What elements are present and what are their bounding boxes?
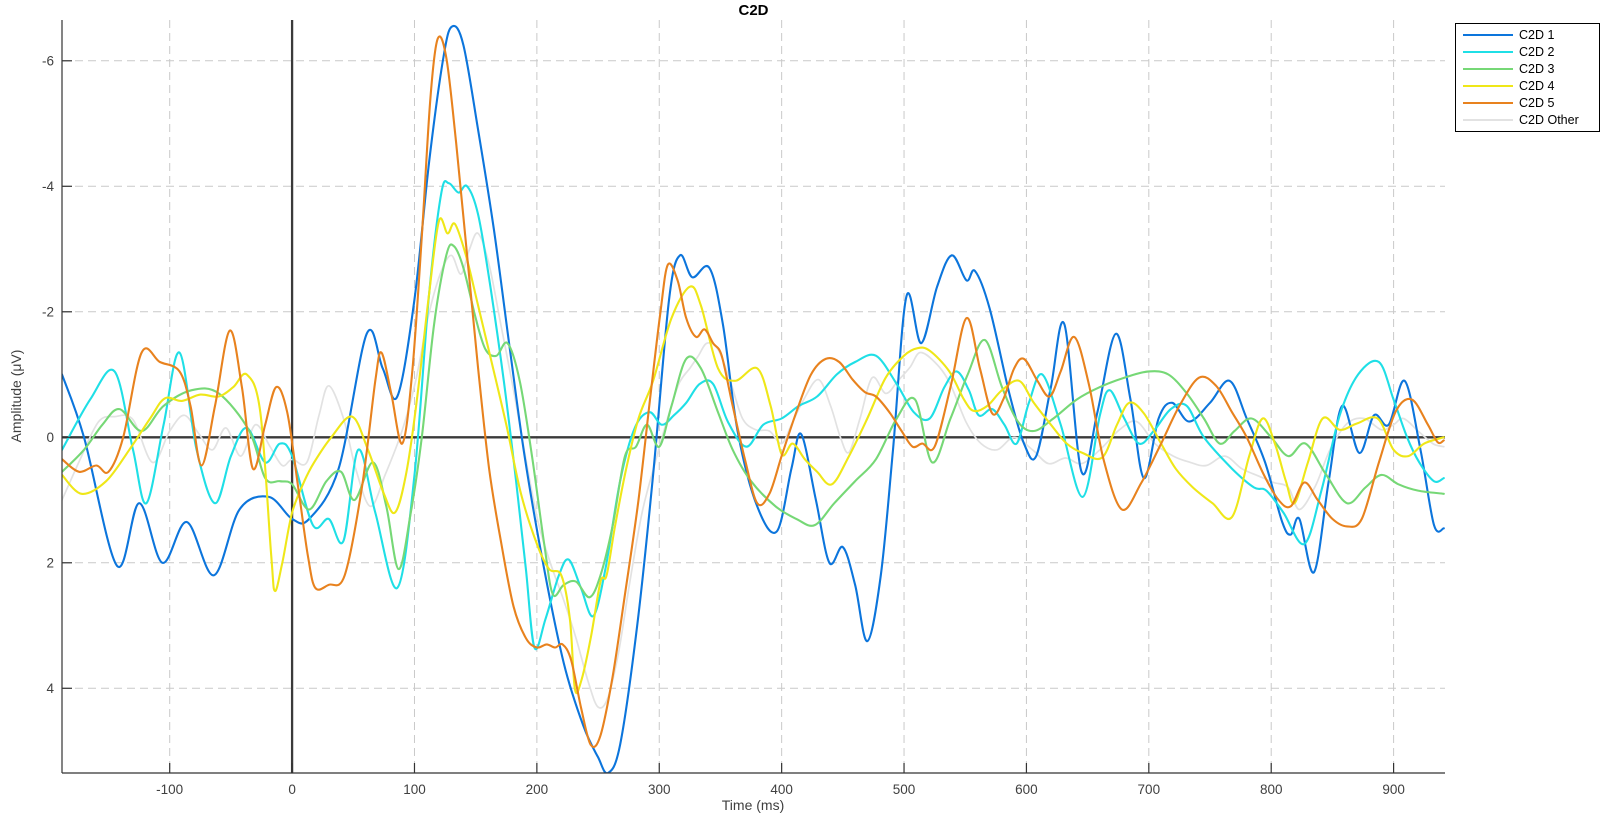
y-axis-label: Amplitude (μV) [8, 349, 24, 443]
x-tick-label: 200 [526, 782, 549, 797]
legend-line-swatch [1463, 85, 1513, 88]
legend-label: C2D 5 [1519, 96, 1555, 111]
x-tick-label: 300 [648, 782, 671, 797]
y-tick-label: 0 [46, 430, 54, 445]
series-line-c2d-other [62, 232, 1445, 709]
series-line-c2d-2 [62, 179, 1445, 651]
x-tick-label: 400 [770, 782, 793, 797]
legend-label: C2D Other [1519, 113, 1579, 128]
x-tick-label: -100 [156, 782, 183, 797]
legend-line-swatch [1463, 102, 1513, 105]
legend-label: C2D 3 [1519, 61, 1555, 76]
legend-line-swatch [1463, 67, 1513, 70]
legend-item-c2d-other: C2D Other [1456, 112, 1599, 129]
legend-item-c2d-3: C2D 3 [1456, 60, 1599, 77]
x-axis-label: Time (ms) [721, 797, 785, 813]
y-tick-label: -4 [42, 179, 54, 194]
x-tick-label: 900 [1382, 782, 1405, 797]
legend-label: C2D 2 [1519, 44, 1555, 59]
series-line-c2d-1 [62, 24, 1445, 773]
legend-item-c2d-4: C2D 4 [1456, 78, 1599, 95]
x-tick-label: 0 [288, 782, 296, 797]
series-group [62, 24, 1445, 773]
series-line-c2d-4 [62, 217, 1445, 695]
y-tick-label: -2 [42, 304, 54, 319]
x-tick-label: 800 [1260, 782, 1283, 797]
legend-line-swatch [1463, 50, 1513, 53]
legend-item-c2d-2: C2D 2 [1456, 43, 1599, 60]
x-tick-label: 100 [403, 782, 426, 797]
legend-line-swatch [1463, 119, 1513, 122]
y-tick-label: -6 [42, 53, 54, 68]
legend-label: C2D 1 [1519, 27, 1555, 42]
legend-line-swatch [1463, 33, 1513, 36]
x-tick-label: 500 [893, 782, 916, 797]
legend-item-c2d-1: C2D 1 [1456, 26, 1599, 43]
series-line-c2d-5 [62, 35, 1445, 748]
chart-title: C2D [738, 2, 769, 19]
x-tick-label: 700 [1138, 782, 1161, 797]
legend-item-c2d-5: C2D 5 [1456, 95, 1599, 112]
y-tick-label: 2 [46, 555, 54, 570]
legend: C2D 1 C2D 2 C2D 3 C2D 4 C2D 5 C2D Other [1455, 23, 1600, 132]
y-tick-label: 4 [46, 681, 54, 696]
x-tick-label: 600 [1015, 782, 1038, 797]
legend-label: C2D 4 [1519, 79, 1555, 94]
